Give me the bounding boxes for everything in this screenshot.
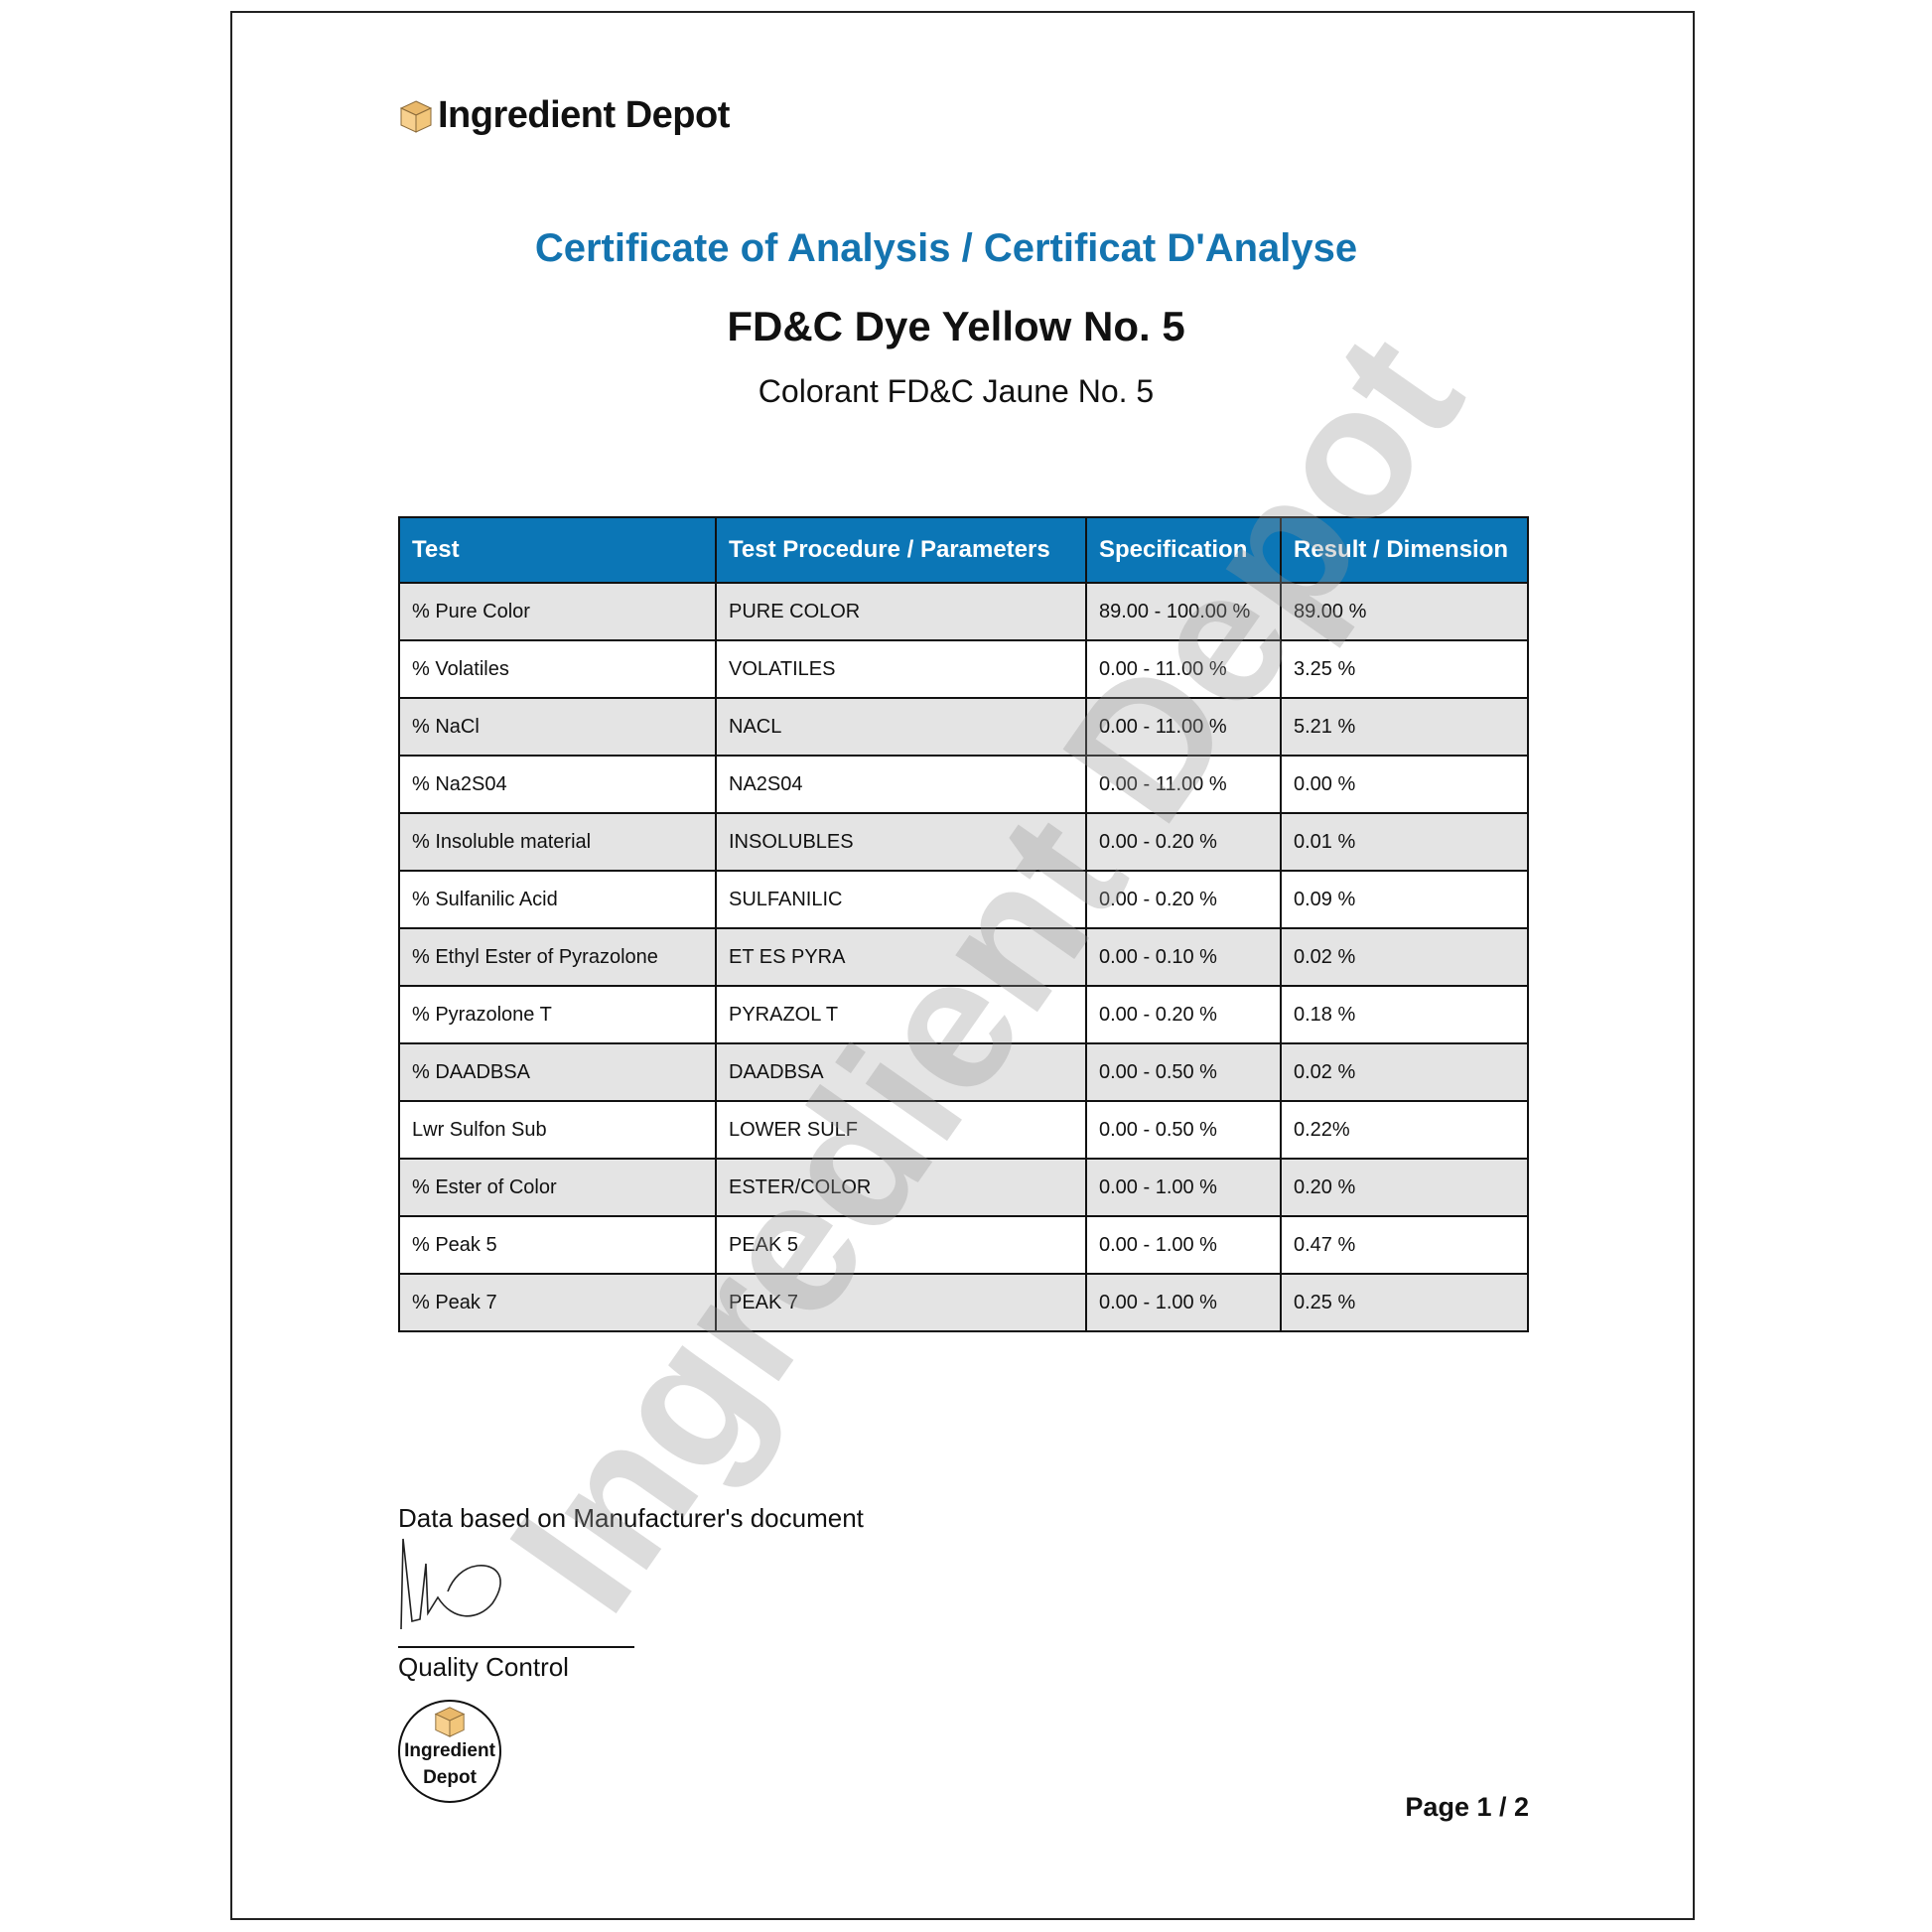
table-cell: 5.21 % xyxy=(1280,697,1529,757)
table-row: % Volatiles VOLATILES 0.00 - 11.00 % 3.25 % xyxy=(398,639,1529,699)
table-row: % Peak 5 PEAK 5 0.00 - 1.00 % 0.47 % xyxy=(398,1215,1529,1275)
table-cell: 0.00 - 0.50 % xyxy=(1085,1100,1282,1160)
table-row: % Ethyl Ester of Pyrazolone ET ES PYRA 0.0… xyxy=(398,927,1529,987)
box-icon xyxy=(434,1707,466,1737)
table-cell: 0.25 % xyxy=(1280,1273,1529,1332)
table-cell: 0.00 - 11.00 % xyxy=(1085,755,1282,814)
table-row: % Insoluble material INSOLUBLES 0.00 - 0.2… xyxy=(398,812,1529,872)
table-cell: 89.00 % xyxy=(1280,582,1529,641)
table-cell: % Ester of Color xyxy=(398,1158,717,1217)
table-cell: NACL xyxy=(715,697,1087,757)
signature-line xyxy=(398,1646,634,1648)
table-cell: 0.00 - 0.20 % xyxy=(1085,812,1282,872)
table-cell: % Volatiles xyxy=(398,639,717,699)
document-title: Certificate of Analysis / Certificat D'A… xyxy=(534,226,1358,270)
table-cell: 0.02 % xyxy=(1280,1042,1529,1102)
table-cell: PYRAZOL T xyxy=(715,985,1087,1044)
signature xyxy=(400,1538,501,1630)
table-cell: 0.00 - 11.00 % xyxy=(1085,639,1282,699)
table-cell: % NaCl xyxy=(398,697,717,757)
table-cell: PURE COLOR xyxy=(715,582,1087,641)
table-row: % Ester of Color ESTER/COLOR 0.00 - 1.00 %… xyxy=(398,1158,1529,1217)
table-cell: 0.00 % xyxy=(1280,755,1529,814)
table-cell: DAADBSA xyxy=(715,1042,1087,1102)
table-row: % Pure Color PURE COLOR 89.00 - 100.00 % 89… xyxy=(398,582,1529,641)
table-cell: % Pyrazolone T xyxy=(398,985,717,1044)
table-row: % Peak 7 PEAK 7 0.00 - 1.00 % 0.25 % xyxy=(398,1273,1529,1332)
table-row: % Na2S04 NA2S04 0.00 - 11.00 % 0.00 % xyxy=(398,755,1529,814)
table-row: % DAADBSA DAADBSA 0.00 - 0.50 % 0.02 % xyxy=(398,1042,1529,1102)
table-cell: 0.00 - 1.00 % xyxy=(1085,1273,1282,1332)
table-cell: % Insoluble material xyxy=(398,812,717,872)
table-cell: ET ES PYRA xyxy=(715,927,1087,987)
table-cell: PEAK 5 xyxy=(715,1215,1087,1275)
product-name: FD&C Dye Yellow No. 5 xyxy=(727,303,1185,349)
table-cell: 0.00 - 1.00 % xyxy=(1085,1215,1282,1275)
table-cell: 0.47 % xyxy=(1280,1215,1529,1275)
table-cell: % Ethyl Ester of Pyrazolone xyxy=(398,927,717,987)
stamp-line-1: Ingredient xyxy=(404,1740,495,1761)
table-cell: 3.25 % xyxy=(1280,639,1529,699)
table-row: Lwr Sulfon Sub LOWER SULF 0.00 - 0.50 % 0.2… xyxy=(398,1100,1529,1160)
box-icon xyxy=(399,99,433,133)
table-row: % NaCl NACL 0.00 - 11.00 % 5.21 % xyxy=(398,697,1529,757)
table-row: % Pyrazolone T PYRAZOL T 0.00 - 0.20 % 0.18… xyxy=(398,985,1529,1044)
table-cell: 0.01 % xyxy=(1280,812,1529,872)
column-header: Specification xyxy=(1085,516,1282,584)
table-cell: % DAADBSA xyxy=(398,1042,717,1102)
column-header: Test xyxy=(398,516,717,584)
table-cell: Lwr Sulfon Sub xyxy=(398,1100,717,1160)
column-header: Result / Dimension xyxy=(1280,516,1529,584)
table-cell: NA2S04 xyxy=(715,755,1087,814)
analysis-table: Test Test Procedure / Parameters Specifica… xyxy=(398,516,1529,1332)
product-name-french: Colorant FD&C Jaune No. 5 xyxy=(758,373,1155,409)
table-cell: ESTER/COLOR xyxy=(715,1158,1087,1217)
page-number: Page 1 / 2 xyxy=(1405,1792,1529,1822)
stamp-line-2: Depot xyxy=(423,1767,477,1788)
table-cell: 0.00 - 1.00 % xyxy=(1085,1158,1282,1217)
brand-logo: Ingredient Depot xyxy=(398,94,730,137)
table-cell: SULFANILIC xyxy=(715,870,1087,929)
table-cell: % Sulfanilic Acid xyxy=(398,870,717,929)
table-cell: 0.00 - 0.20 % xyxy=(1085,985,1282,1044)
table-cell: VOLATILES xyxy=(715,639,1087,699)
brand-name: Ingredient Depot xyxy=(438,94,730,136)
table-cell: % Na2S04 xyxy=(398,755,717,814)
table-cell: 0.18 % xyxy=(1280,985,1529,1044)
table-cell: PEAK 7 xyxy=(715,1273,1087,1332)
table-cell: 0.22% xyxy=(1280,1100,1529,1160)
table-cell: INSOLUBLES xyxy=(715,812,1087,872)
table-cell: 0.00 - 0.10 % xyxy=(1085,927,1282,987)
table-row: % Sulfanilic Acid SULFANILIC 0.00 - 0.20 %… xyxy=(398,870,1529,929)
table-header-row: Test Test Procedure / Parameters Specifica… xyxy=(398,516,1529,584)
document-page xyxy=(230,11,1695,1920)
table-cell: 0.00 - 11.00 % xyxy=(1085,697,1282,757)
table-cell: 0.09 % xyxy=(1280,870,1529,929)
signatory-title: Quality Control xyxy=(398,1652,569,1682)
table-cell: 89.00 - 100.00 % xyxy=(1085,582,1282,641)
table-cell: 0.02 % xyxy=(1280,927,1529,987)
table-cell: 0.00 - 0.20 % xyxy=(1085,870,1282,929)
table-cell: % Pure Color xyxy=(398,582,717,641)
table-cell: 0.00 - 0.50 % xyxy=(1085,1042,1282,1102)
table-cell: LOWER SULF xyxy=(715,1100,1087,1160)
company-stamp: Ingredient Depot xyxy=(398,1700,501,1803)
data-source-note: Data based on Manufacturer's document xyxy=(398,1503,864,1533)
column-header: Test Procedure / Parameters xyxy=(715,516,1087,584)
table-cell: 0.20 % xyxy=(1280,1158,1529,1217)
table-cell: % Peak 7 xyxy=(398,1273,717,1332)
table-cell: % Peak 5 xyxy=(398,1215,717,1275)
